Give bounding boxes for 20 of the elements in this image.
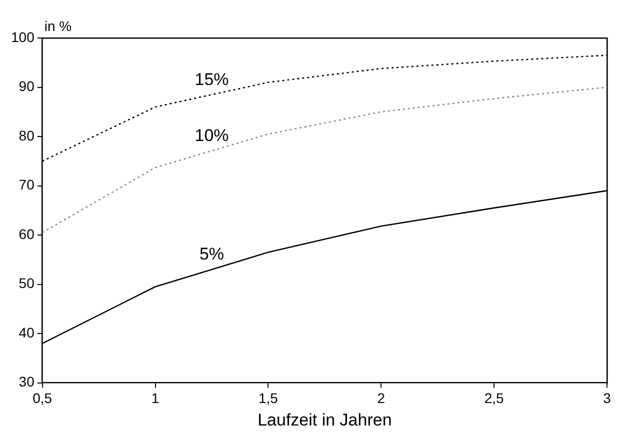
- y-tick-label: 100: [11, 28, 35, 45]
- x-axis-title: Laufzeit in Jahren: [258, 410, 392, 430]
- line-series: [42, 86, 607, 234]
- y-tick-label: 90: [18, 78, 35, 94]
- x-tick-label: 1: [151, 390, 160, 406]
- y-tick-label: 80: [18, 127, 35, 144]
- x-tick-label: 2: [377, 390, 386, 406]
- y-tick-label: 30: [18, 374, 35, 390]
- y-tick-label: 40: [18, 324, 35, 340]
- y-tick-label: 70: [18, 176, 35, 193]
- y-tick-label: 50: [18, 275, 35, 292]
- y-axis-title: in %: [44, 18, 72, 34]
- series-label: 5%: [199, 244, 224, 264]
- x-tick-label: 3: [603, 390, 612, 406]
- series-label: 10%: [194, 126, 229, 145]
- x-tick-label: 0,5: [32, 390, 52, 406]
- x-tick-label: 2,5: [484, 390, 504, 406]
- x-tick-label: 1,5: [258, 390, 278, 406]
- series-label: 15%: [194, 70, 229, 89]
- y-tick-label: 60: [18, 226, 35, 242]
